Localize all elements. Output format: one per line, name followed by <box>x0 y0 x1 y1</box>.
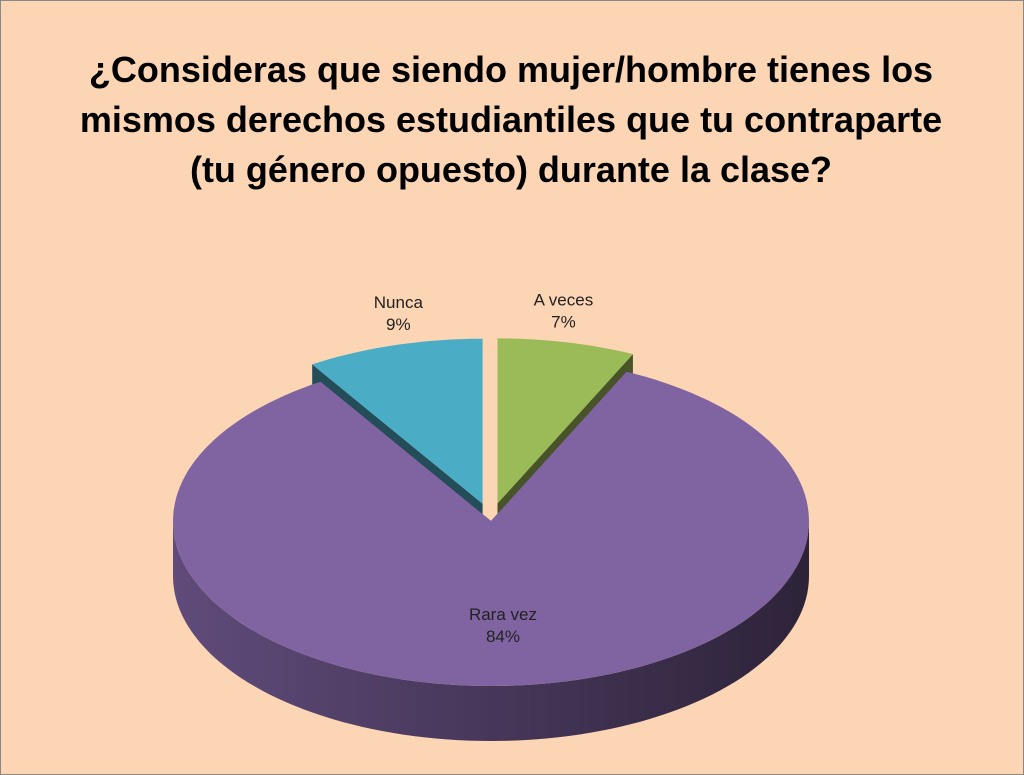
data-label-category: Nunca <box>374 293 424 312</box>
data-label-category: A veces <box>534 290 594 309</box>
slice-top <box>312 338 483 504</box>
slice-top <box>497 338 633 504</box>
slice-top <box>173 371 809 686</box>
slice-wall <box>173 521 809 741</box>
data-label-value: 7% <box>551 312 576 331</box>
chart-title: ¿Consideras que siendo mujer/hombre tien… <box>79 49 943 190</box>
data-label-value: 9% <box>386 315 411 334</box>
data-label-category: Rara vez <box>469 605 537 624</box>
slice <box>173 371 809 741</box>
data-label-value: 84% <box>486 627 520 646</box>
